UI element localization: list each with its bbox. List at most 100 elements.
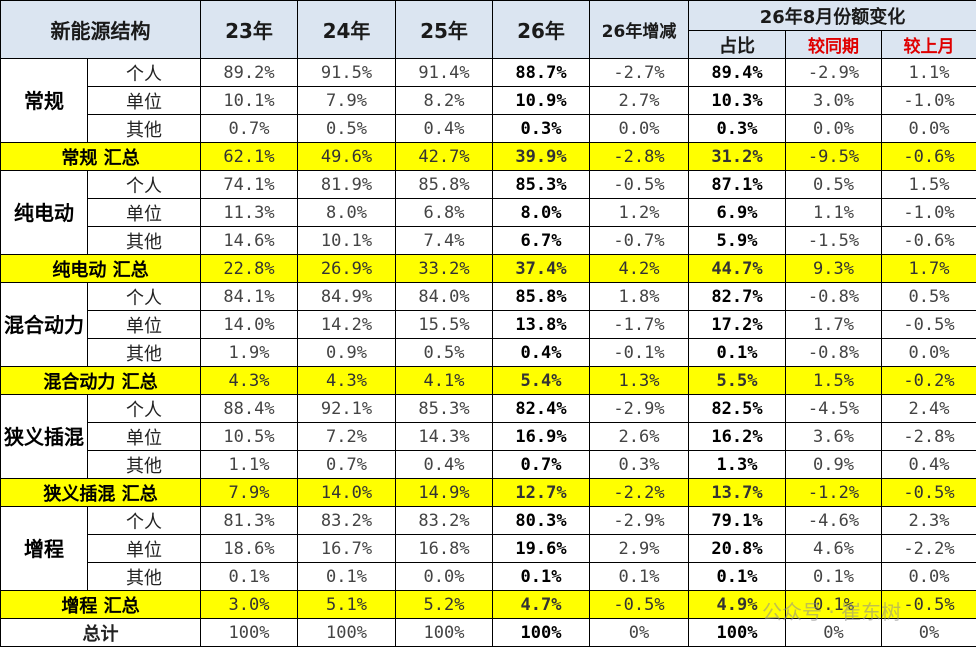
- table-row: 增程 个人 81.3% 83.2% 83.2% 80.3% -2.9% 79.1% -4.6% 2…: [0, 506, 976, 591]
- summary-value-cell: 37.4%: [492, 254, 590, 283]
- summary-value-cell: 14.0%: [297, 478, 396, 507]
- row-label: 单位: [87, 86, 201, 115]
- summary-value-cell: 13.7%: [688, 478, 786, 507]
- summary-value-cell: 49.6%: [297, 142, 396, 171]
- row-label: 其他: [87, 114, 201, 143]
- summary-value-cell: 12.7%: [492, 478, 590, 507]
- value-cell: 1.5%: [881, 170, 976, 199]
- value-cell: 1.2%: [589, 198, 689, 227]
- value-cell: 2.7%: [589, 86, 689, 115]
- value-cell: -0.8%: [785, 338, 882, 367]
- summary-value-cell: -0.5%: [881, 590, 976, 619]
- summary-value-cell: 5.4%: [492, 366, 590, 395]
- summary-label: 常规 汇总: [0, 142, 201, 171]
- value-cell: 0.5%: [297, 114, 396, 143]
- value-cell: 87.1%: [688, 170, 786, 199]
- value-cell: 88.7%: [492, 58, 590, 87]
- value-cell: 74.1%: [200, 170, 298, 199]
- header-year-24: 24年: [297, 0, 396, 59]
- summary-value-cell: 0.1%: [785, 590, 882, 619]
- header-share: 占比: [688, 30, 786, 59]
- value-cell: 7.9%: [297, 86, 396, 115]
- summary-value-cell: 1.7%: [881, 254, 976, 283]
- value-cell: 0.0%: [589, 114, 689, 143]
- value-cell: -2.7%: [589, 58, 689, 87]
- table-row: 纯电动 个人 74.1% 81.9% 85.8% 85.3% -0.5% 87.1% 0.5% 1…: [0, 170, 976, 255]
- value-cell: 6.9%: [688, 198, 786, 227]
- value-cell: -0.5%: [589, 170, 689, 199]
- header-structure: 新能源结构: [0, 0, 201, 59]
- value-cell: 84.1%: [200, 282, 298, 311]
- value-cell: 16.2%: [688, 422, 786, 451]
- row-label: 单位: [87, 534, 201, 563]
- row-label: 个人: [87, 394, 201, 423]
- value-cell: 7.4%: [395, 226, 493, 255]
- value-cell: 6.7%: [492, 226, 590, 255]
- row-label: 个人: [87, 58, 201, 87]
- value-cell: 0.0%: [881, 338, 976, 367]
- summary-value-cell: 4.2%: [589, 254, 689, 283]
- value-cell: 17.2%: [688, 310, 786, 339]
- value-cell: 13.8%: [492, 310, 590, 339]
- value-cell: 0.5%: [785, 170, 882, 199]
- value-cell: 1.9%: [200, 338, 298, 367]
- value-cell: 0.5%: [881, 282, 976, 311]
- value-cell: -0.8%: [785, 282, 882, 311]
- summary-value-cell: 1.3%: [589, 366, 689, 395]
- value-cell: 0.9%: [297, 338, 396, 367]
- value-cell: 85.3%: [395, 394, 493, 423]
- table-body: 常规 个人 89.2% 91.5% 91.4% 88.7% -2.7% 89.4% -2.9% 1…: [0, 58, 976, 647]
- value-cell: 79.1%: [688, 506, 786, 535]
- value-cell: 82.4%: [492, 394, 590, 423]
- summary-value-cell: -2.2%: [589, 478, 689, 507]
- value-cell: -4.6%: [785, 506, 882, 535]
- value-cell: 15.5%: [395, 310, 493, 339]
- table-row: 单位 18.6% 16.7% 16.8% 19.6% 2.9% 20.8% 4.6% -2.2%: [1, 534, 976, 563]
- value-cell: -4.5%: [785, 394, 882, 423]
- value-cell: 19.6%: [492, 534, 590, 563]
- value-cell: 14.3%: [395, 422, 493, 451]
- value-cell: 82.5%: [688, 394, 786, 423]
- row-label: 其他: [87, 450, 201, 479]
- value-cell: 0.7%: [200, 114, 298, 143]
- summary-value-cell: -0.6%: [881, 142, 976, 171]
- value-cell: -0.7%: [589, 226, 689, 255]
- summary-row: 常规 汇总 62.1% 49.6% 42.7% 39.9% -2.8% 31.2% -9.5%…: [0, 142, 976, 171]
- summary-value-cell: 4.3%: [200, 366, 298, 395]
- value-cell: 0.7%: [297, 450, 396, 479]
- value-cell: 0.3%: [688, 114, 786, 143]
- summary-value-cell: -1.2%: [785, 478, 882, 507]
- summary-value-cell: 4.7%: [492, 590, 590, 619]
- summary-value-cell: 33.2%: [395, 254, 493, 283]
- value-cell: 91.5%: [297, 58, 396, 87]
- value-cell: 14.2%: [297, 310, 396, 339]
- table-row: 其他 0.7% 0.5% 0.4% 0.3% 0.0% 0.3% 0.0% 0.0%: [1, 114, 976, 143]
- category-cell: 狭义插混: [0, 394, 88, 479]
- header-year-25: 25年: [395, 0, 493, 59]
- value-cell: 84.9%: [297, 282, 396, 311]
- value-cell: 85.3%: [492, 170, 590, 199]
- value-cell: 10.1%: [200, 86, 298, 115]
- summary-label: 纯电动 汇总: [0, 254, 201, 283]
- summary-value-cell: 26.9%: [297, 254, 396, 283]
- value-cell: 18.6%: [200, 534, 298, 563]
- table-row: 其他 1.9% 0.9% 0.5% 0.4% -0.1% 0.1% -0.8% 0.0%: [1, 338, 976, 367]
- value-cell: 10.9%: [492, 86, 590, 115]
- value-cell: 83.2%: [297, 506, 396, 535]
- value-cell: 1.1%: [785, 198, 882, 227]
- summary-value-cell: 62.1%: [200, 142, 298, 171]
- value-cell: -2.2%: [881, 534, 976, 563]
- summary-row: 混合动力 汇总 4.3% 4.3% 4.1% 5.4% 1.3% 5.5% 1.5% -0.2%: [0, 366, 976, 395]
- category-cell: 混合动力: [0, 282, 88, 367]
- table-row: 其他 0.1% 0.1% 0.0% 0.1% 0.1% 0.1% 0.1% 0.0%: [1, 562, 976, 591]
- summary-value-cell: 31.2%: [688, 142, 786, 171]
- value-cell: 1.3%: [688, 450, 786, 479]
- value-cell: 7.2%: [297, 422, 396, 451]
- value-cell: 0.9%: [785, 450, 882, 479]
- summary-value-cell: 3.0%: [200, 590, 298, 619]
- summary-value-cell: -2.8%: [589, 142, 689, 171]
- total-value-cell: 100%: [492, 618, 590, 647]
- value-cell: 0.0%: [395, 562, 493, 591]
- value-cell: 0.1%: [589, 562, 689, 591]
- value-cell: 89.2%: [200, 58, 298, 87]
